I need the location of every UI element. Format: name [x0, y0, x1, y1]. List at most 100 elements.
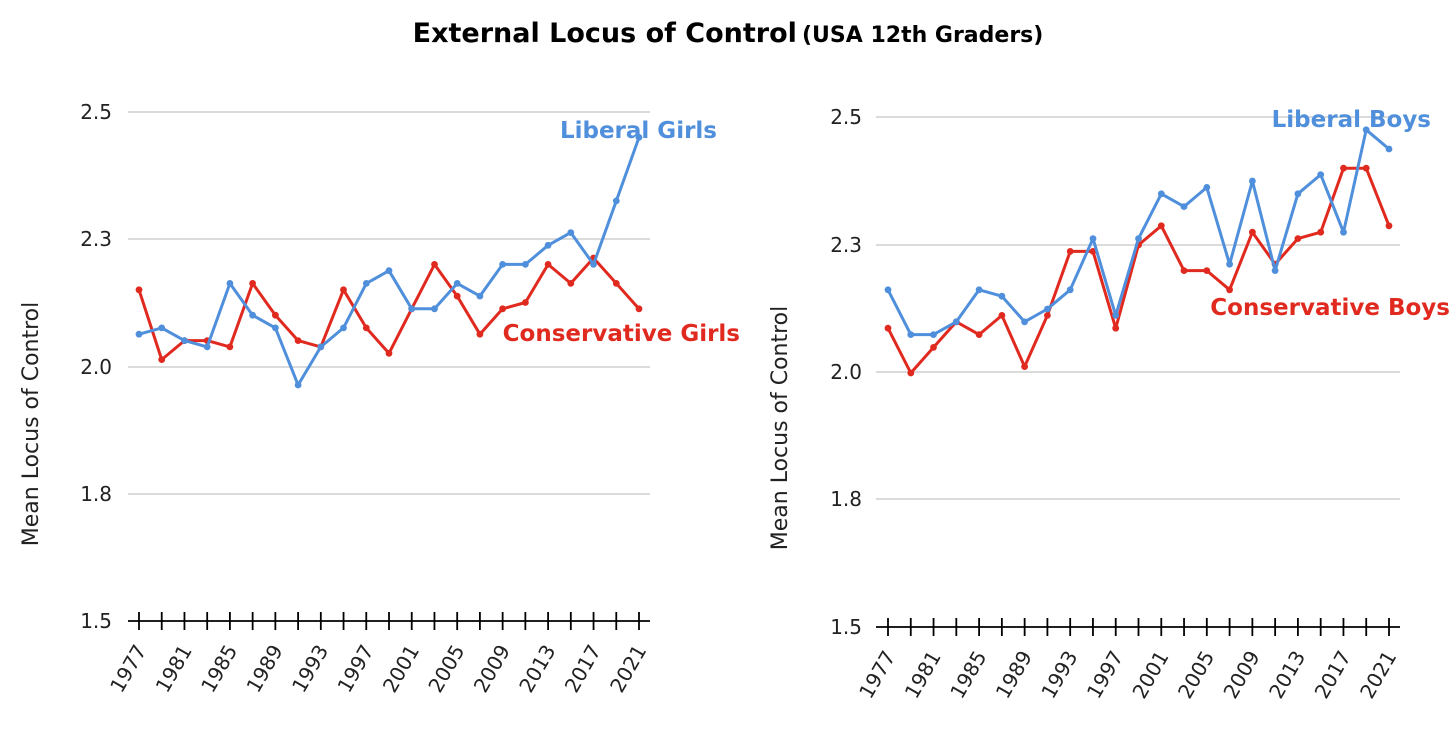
annotation-liberal: Liberal Boys	[1272, 107, 1431, 133]
data-point-conservative	[544, 261, 552, 268]
data-point-liberal	[340, 324, 347, 332]
data-point-conservative	[612, 280, 620, 287]
data-point-conservative	[1203, 267, 1211, 274]
x-tick-label: 2021	[605, 641, 651, 697]
data-point-conservative	[1021, 363, 1028, 370]
data-point-liberal	[1203, 184, 1211, 191]
y-tick-label: 2.3	[80, 227, 112, 251]
data-point-liberal	[1135, 235, 1142, 243]
data-point-liberal	[884, 286, 892, 294]
data-point-conservative	[635, 305, 643, 313]
data-point-conservative	[1157, 222, 1165, 230]
x-tick-label: 1997	[1082, 647, 1128, 703]
data-point-conservative	[930, 344, 937, 351]
x-tick-label: 1993	[1036, 647, 1082, 703]
data-point-conservative	[567, 280, 575, 287]
data-point-conservative	[1340, 164, 1347, 172]
x-tick-label: 1997	[332, 641, 378, 697]
data-point-liberal	[226, 280, 234, 287]
data-point-liberal	[1362, 126, 1370, 134]
data-point-conservative	[522, 299, 529, 306]
data-point-conservative	[1317, 228, 1325, 236]
data-point-liberal	[907, 331, 915, 338]
data-point-conservative	[1294, 235, 1302, 243]
data-point-conservative	[362, 324, 370, 332]
x-tick-label: 1981	[151, 641, 197, 697]
x-tick-label: 1977	[854, 647, 900, 703]
data-point-conservative	[499, 305, 506, 313]
data-point-liberal	[612, 197, 620, 205]
series-line-liberal	[138, 136, 641, 387]
data-point-liberal	[476, 292, 484, 300]
y-tick-label: 2.5	[80, 100, 112, 124]
data-point-conservative	[1362, 164, 1370, 172]
data-point-liberal	[385, 267, 393, 275]
x-tick-label: 2009	[1218, 647, 1264, 703]
data-point-liberal	[952, 318, 960, 326]
x-tick-label: 2021	[1355, 647, 1401, 703]
x-tick-label: 2001	[1127, 647, 1173, 703]
series-line-conservative	[886, 166, 1391, 375]
data-point-liberal	[635, 134, 643, 141]
data-point-liberal	[975, 286, 983, 294]
data-point-liberal	[181, 337, 188, 344]
data-point-liberal	[408, 305, 416, 313]
data-point-liberal	[544, 241, 552, 249]
data-point-conservative	[249, 280, 256, 287]
data-point-liberal	[1226, 260, 1233, 268]
x-tick-label: 2017	[1310, 647, 1356, 703]
data-point-liberal	[1021, 318, 1028, 326]
annotation-conservative: Conservative Boys	[1210, 295, 1450, 321]
x-tick-label: 2001	[378, 641, 424, 697]
data-point-liberal	[1089, 235, 1097, 243]
data-point-liberal	[1317, 171, 1325, 179]
data-point-liberal	[1044, 305, 1051, 313]
data-point-conservative	[431, 261, 438, 268]
data-point-conservative	[998, 312, 1006, 319]
annotation-liberal: Liberal Girls	[560, 118, 717, 144]
x-tick-label: 1993	[287, 641, 333, 697]
data-point-conservative	[1066, 248, 1074, 255]
x-tick-label: 2017	[560, 641, 606, 697]
data-point-liberal	[522, 261, 529, 268]
data-point-liberal	[1180, 203, 1188, 211]
data-point-liberal	[158, 324, 166, 332]
data-point-conservative	[453, 292, 461, 300]
y-tick-label: 2.0	[80, 355, 112, 379]
data-point-liberal	[249, 311, 256, 319]
data-point-liberal	[431, 305, 438, 313]
data-point-conservative	[294, 337, 302, 344]
data-point-liberal	[453, 280, 461, 287]
data-point-liberal	[1340, 228, 1347, 236]
data-point-liberal	[1249, 177, 1256, 185]
y-tick-label: 2.5	[830, 105, 862, 129]
y-tick-label: 1.8	[830, 487, 862, 511]
data-point-conservative	[1112, 324, 1120, 332]
data-point-liberal	[1112, 312, 1120, 319]
x-tick-label: 1985	[196, 641, 242, 697]
data-point-liberal	[1385, 145, 1393, 153]
data-point-conservative	[135, 286, 143, 294]
data-point-liberal	[567, 229, 575, 237]
data-point-conservative	[907, 369, 915, 377]
x-tick-label: 2005	[423, 641, 469, 697]
data-point-conservative	[1385, 222, 1393, 230]
data-point-conservative	[1180, 267, 1188, 274]
x-tick-label: 2005	[1173, 647, 1219, 703]
chart-main-title: External Locus of Control (USA 12th Grad…	[0, 18, 1456, 49]
data-point-liberal	[362, 280, 370, 287]
data-point-liberal	[590, 261, 597, 268]
x-tick-label: 1985	[945, 647, 991, 703]
data-point-liberal	[1157, 190, 1165, 198]
data-point-liberal	[998, 292, 1006, 300]
data-point-conservative	[385, 349, 393, 357]
y-tick-label: 1.5	[80, 609, 112, 633]
data-point-liberal	[203, 343, 211, 351]
data-point-conservative	[272, 311, 279, 319]
data-point-conservative	[1089, 248, 1097, 255]
x-tick-label: 2013	[514, 641, 560, 697]
data-point-liberal	[135, 330, 143, 338]
x-tick-label: 1977	[105, 641, 151, 697]
